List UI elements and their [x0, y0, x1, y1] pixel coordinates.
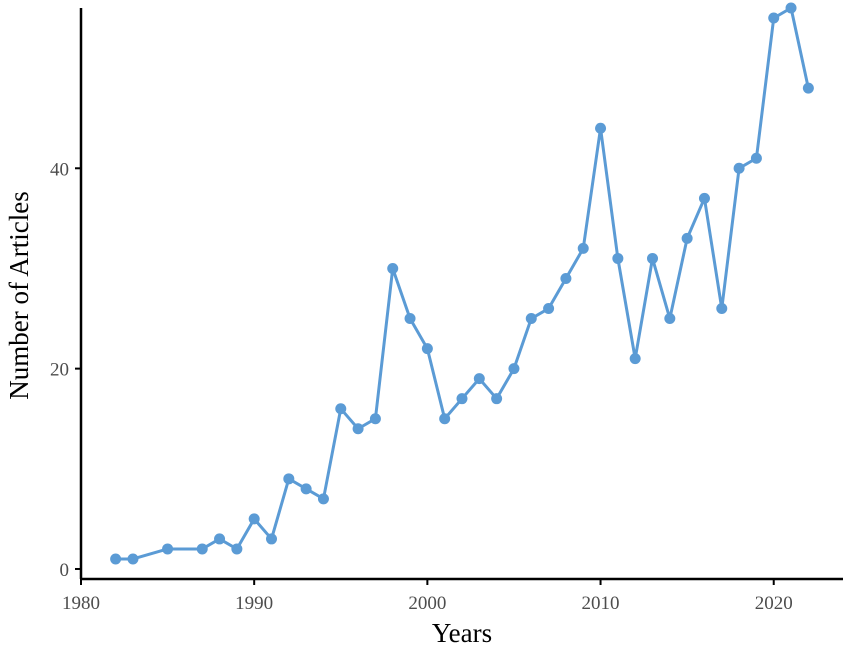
data-point: [681, 232, 693, 244]
data-point: [421, 343, 433, 355]
y-tick-label: 40: [50, 159, 69, 180]
data-point: [317, 493, 329, 505]
data-point: [456, 393, 468, 405]
x-axis-ticks: 1980 1990 2000 2010 2020: [62, 579, 793, 614]
y-axis-ticks: 0 20 40: [50, 159, 81, 581]
data-point: [508, 363, 520, 375]
data-point: [577, 242, 589, 254]
x-tick-label: 1980: [62, 593, 100, 614]
data-point: [352, 423, 364, 435]
x-tick-label: 2020: [755, 593, 793, 614]
data-point: [300, 483, 312, 495]
data-point: [629, 353, 641, 365]
x-tick-label: 1990: [235, 593, 273, 614]
data-point: [387, 262, 399, 274]
axes: [79, 8, 843, 581]
data-point: [716, 303, 728, 315]
data-point: [214, 533, 226, 545]
data-point: [335, 403, 347, 415]
data-point: [404, 313, 416, 325]
data-point: [750, 152, 762, 164]
y-axis-title: Number of Articles: [4, 191, 34, 399]
data-point: [127, 553, 139, 565]
y-tick-label: 0: [60, 560, 70, 581]
data-point: [785, 2, 797, 14]
y-tick-label: 20: [50, 360, 69, 381]
data-point: [369, 413, 381, 425]
x-tick-label: 2000: [408, 593, 446, 614]
data-point: [698, 192, 710, 204]
data-point: [196, 543, 208, 555]
data-point: [664, 313, 676, 325]
data-point: [283, 473, 295, 485]
data-point: [612, 252, 624, 264]
data-point: [231, 543, 243, 555]
x-axis-title: Years: [432, 618, 492, 648]
data-point: [647, 252, 658, 264]
data-point: [248, 513, 260, 525]
data-point: [110, 553, 122, 565]
data-point: [162, 543, 174, 555]
data-point: [595, 122, 607, 134]
data-point: [543, 303, 555, 315]
data-point: [802, 82, 814, 94]
data-point: [266, 533, 277, 545]
series-layer: [110, 2, 814, 565]
data-point: [733, 162, 745, 174]
data-point: [525, 313, 537, 325]
data-point: [768, 12, 780, 24]
x-tick-label: 2010: [582, 593, 620, 614]
data-point: [473, 373, 485, 385]
data-point: [491, 393, 503, 405]
series-line: [114, 6, 810, 561]
data-point: [560, 272, 572, 284]
data-point: [439, 413, 451, 425]
